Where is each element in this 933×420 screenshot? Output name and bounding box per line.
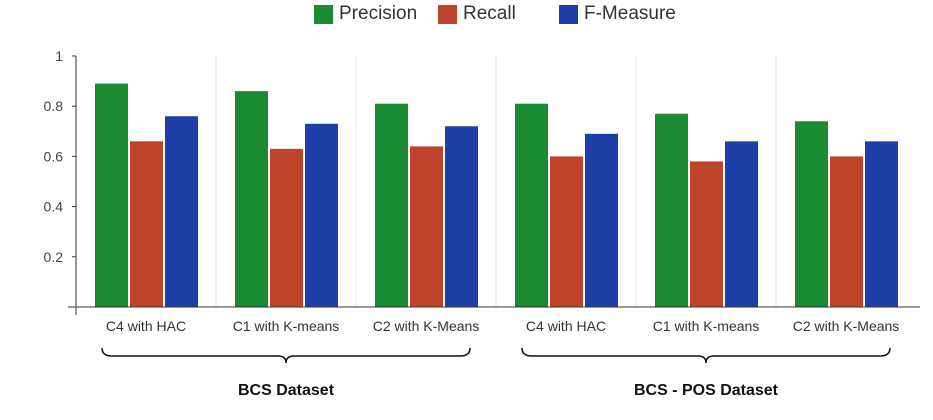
legend-item-precision[interactable]: Precision — [314, 3, 417, 25]
legend-item-recall[interactable]: Recall — [438, 3, 516, 25]
legend-label-precision: Precision — [339, 3, 418, 24]
bar-precision-0 — [95, 83, 128, 307]
group-brace — [101, 347, 471, 364]
bar-recall-2 — [410, 146, 443, 307]
bar-recall-0 — [130, 141, 163, 307]
group-brace — [521, 347, 891, 364]
y-tick-label: 1 — [55, 48, 63, 64]
category-label: C4 with HAC — [526, 318, 606, 334]
legend-label-recall: Recall — [463, 3, 516, 24]
legend-item-f-measure[interactable]: F-Measure — [559, 3, 676, 25]
bar-precision-5 — [795, 121, 828, 307]
bar-f-measure-2 — [445, 126, 478, 307]
legend-swatch-recall — [438, 4, 457, 24]
bar-recall-5 — [830, 156, 863, 307]
legend-swatch-f-measure — [559, 4, 578, 24]
category-label: C2 with K-Means — [373, 318, 480, 334]
category-label: C1 with K-means — [233, 318, 340, 334]
bar-precision-3 — [515, 103, 548, 307]
bar-f-measure-4 — [725, 141, 758, 307]
bar-f-measure-0 — [165, 116, 198, 308]
bar-precision-4 — [655, 113, 688, 307]
legend: Precision Recall F-Measure — [0, 3, 933, 29]
bar-f-measure-3 — [585, 133, 618, 307]
legend-swatch-precision — [314, 4, 333, 24]
bar-precision-1 — [235, 91, 268, 307]
y-tick-label: 0.8 — [44, 98, 64, 114]
group-label: BCS Dataset — [238, 382, 335, 399]
group-label: BCS - POS Dataset — [634, 382, 779, 399]
category-label: C2 with K-Means — [793, 318, 900, 334]
bar-recall-3 — [550, 156, 583, 307]
bar-recall-1 — [270, 148, 303, 307]
bar-f-measure-5 — [865, 141, 898, 307]
y-tick-label: 0.2 — [44, 249, 64, 265]
y-tick-label: 0.6 — [44, 148, 64, 164]
category-label: C1 with K-means — [653, 318, 760, 334]
bar-recall-4 — [690, 161, 723, 307]
legend-label-f-measure: F-Measure — [584, 3, 676, 24]
y-tick-label: 0.4 — [44, 199, 64, 215]
bar-precision-2 — [375, 103, 408, 307]
bar-f-measure-1 — [305, 123, 338, 308]
category-label: C4 with HAC — [106, 318, 186, 334]
